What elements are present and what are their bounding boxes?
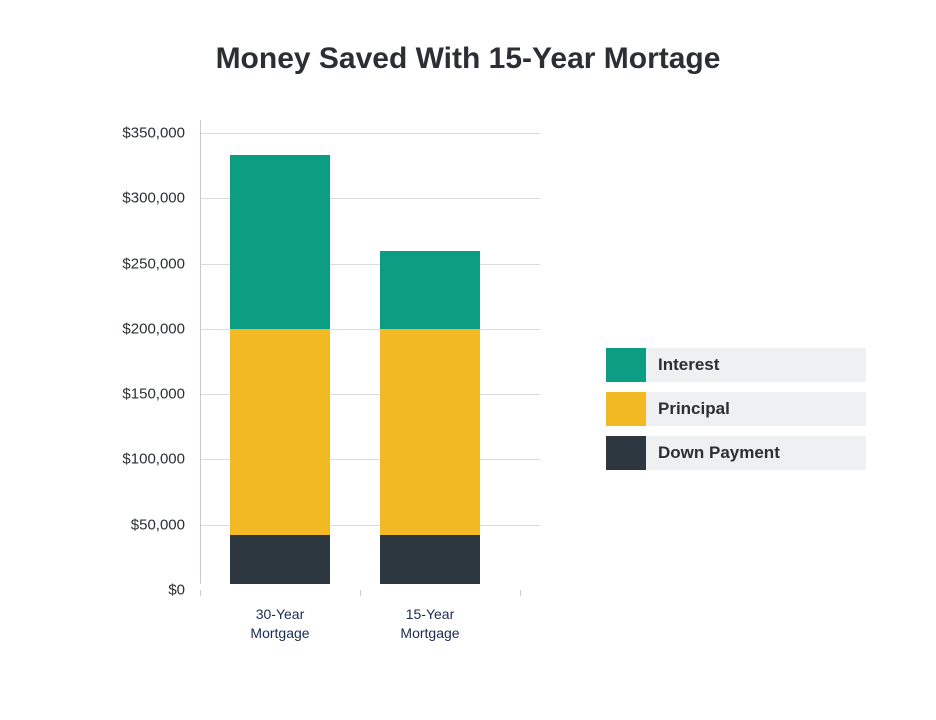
y-tick-label: $200,000 xyxy=(95,320,185,337)
y-tick-label: $350,000 xyxy=(95,125,185,142)
y-tick-label: $100,000 xyxy=(95,451,185,468)
chart-area: $0$50,000$100,000$150,000$200,000$250,00… xyxy=(200,120,540,590)
y-tick-label: $250,000 xyxy=(95,255,185,272)
bar-segment-interest xyxy=(380,251,480,329)
y-tick-label: $50,000 xyxy=(95,516,185,533)
legend-label: Interest xyxy=(646,348,866,382)
legend-item-interest: Interest xyxy=(606,348,866,382)
gridline xyxy=(201,133,540,134)
x-category-label: 30-YearMortgage xyxy=(220,605,340,643)
legend-swatch xyxy=(606,348,646,382)
bar-segment-down_payment xyxy=(380,535,480,590)
legend-item-principal: Principal xyxy=(606,392,866,426)
legend-label: Principal xyxy=(646,392,866,426)
legend-swatch xyxy=(606,436,646,470)
legend-label: Down Payment xyxy=(646,436,866,470)
bar-segment-principal xyxy=(230,329,330,535)
x-baseline-gap xyxy=(200,584,540,590)
y-tick-label: $0 xyxy=(95,582,185,599)
bar-segment-down_payment xyxy=(230,535,330,590)
legend-swatch xyxy=(606,392,646,426)
plot-region: $0$50,000$100,000$150,000$200,000$250,00… xyxy=(200,120,540,590)
y-tick-label: $300,000 xyxy=(95,190,185,207)
legend-item-down_payment: Down Payment xyxy=(606,436,866,470)
y-axis-line xyxy=(200,120,201,590)
x-category-label: 15-YearMortgage xyxy=(370,605,490,643)
bar-segment-interest xyxy=(230,155,330,329)
chart-title: Money Saved With 15-Year Mortage xyxy=(0,42,936,76)
bar-segment-principal xyxy=(380,329,480,535)
legend: Interest Principal Down Payment xyxy=(606,348,866,480)
y-tick-label: $150,000 xyxy=(95,386,185,403)
